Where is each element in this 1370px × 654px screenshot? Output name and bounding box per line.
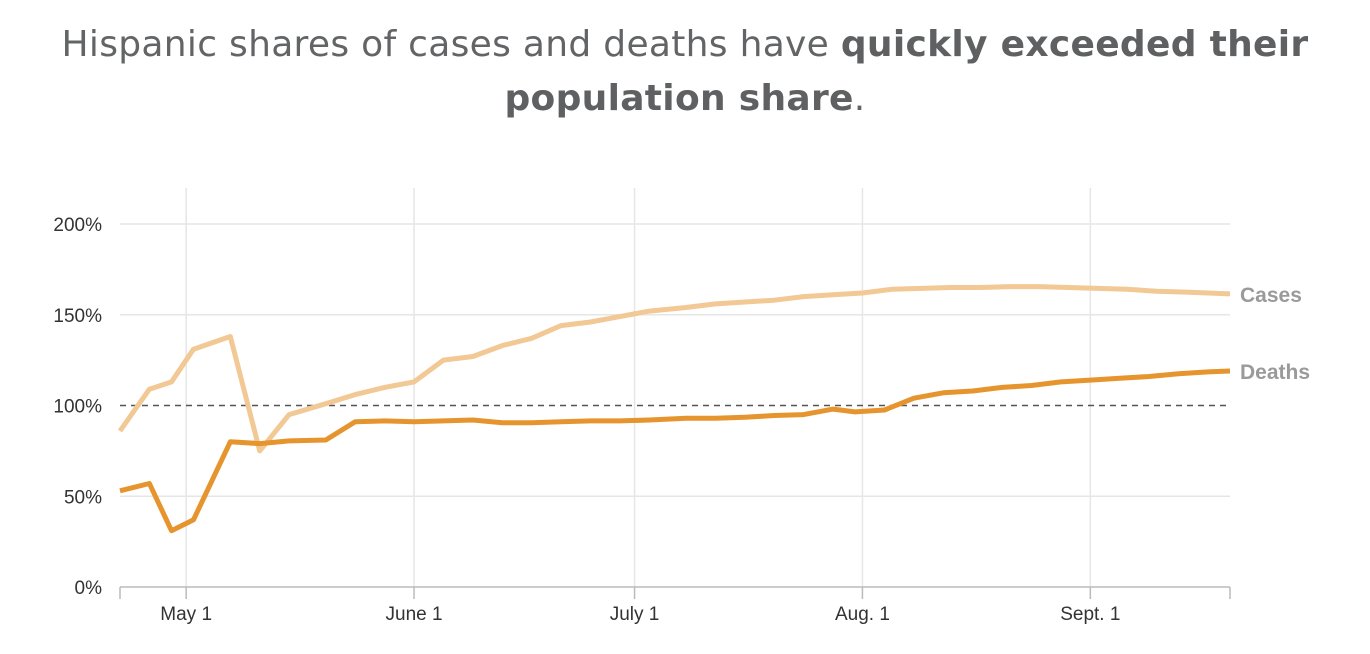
y-tick-label: 100%: [53, 397, 102, 418]
title-emphasis-1: quickly exceeded their: [840, 24, 1309, 65]
grid: [120, 188, 1230, 587]
series-label-deaths: Deaths: [1240, 361, 1310, 384]
x-tick-label: Aug. 1: [835, 604, 890, 625]
series-line-cases: [117, 284, 1231, 454]
axes: 0% 50% 100% 150% 200% May 1 June 1 July 1 Aug. 1…: [53, 215, 1231, 625]
chart-title: Hispanic shares of cases and deaths have…: [0, 18, 1370, 126]
title-text: Hispanic shares of cases and deaths have: [61, 24, 841, 65]
y-tick-label: 150%: [53, 306, 102, 327]
x-tick-label: June 1: [386, 604, 443, 625]
x-tick-label: July 1: [610, 604, 660, 625]
title-period: .: [853, 78, 866, 119]
series-labels: Cases Deaths: [1240, 284, 1310, 384]
y-tick-label: 0%: [75, 578, 103, 599]
series-label-cases: Cases: [1240, 284, 1302, 307]
y-tick-label: 50%: [64, 487, 102, 508]
series-lines: [117, 284, 1231, 534]
x-tick-label: Sept. 1: [1060, 604, 1120, 625]
title-emphasis-2: population share: [504, 78, 854, 119]
x-tick-label: May 1: [160, 604, 212, 625]
y-tick-label: 200%: [53, 215, 102, 236]
series-line-deaths: [119, 368, 1231, 534]
